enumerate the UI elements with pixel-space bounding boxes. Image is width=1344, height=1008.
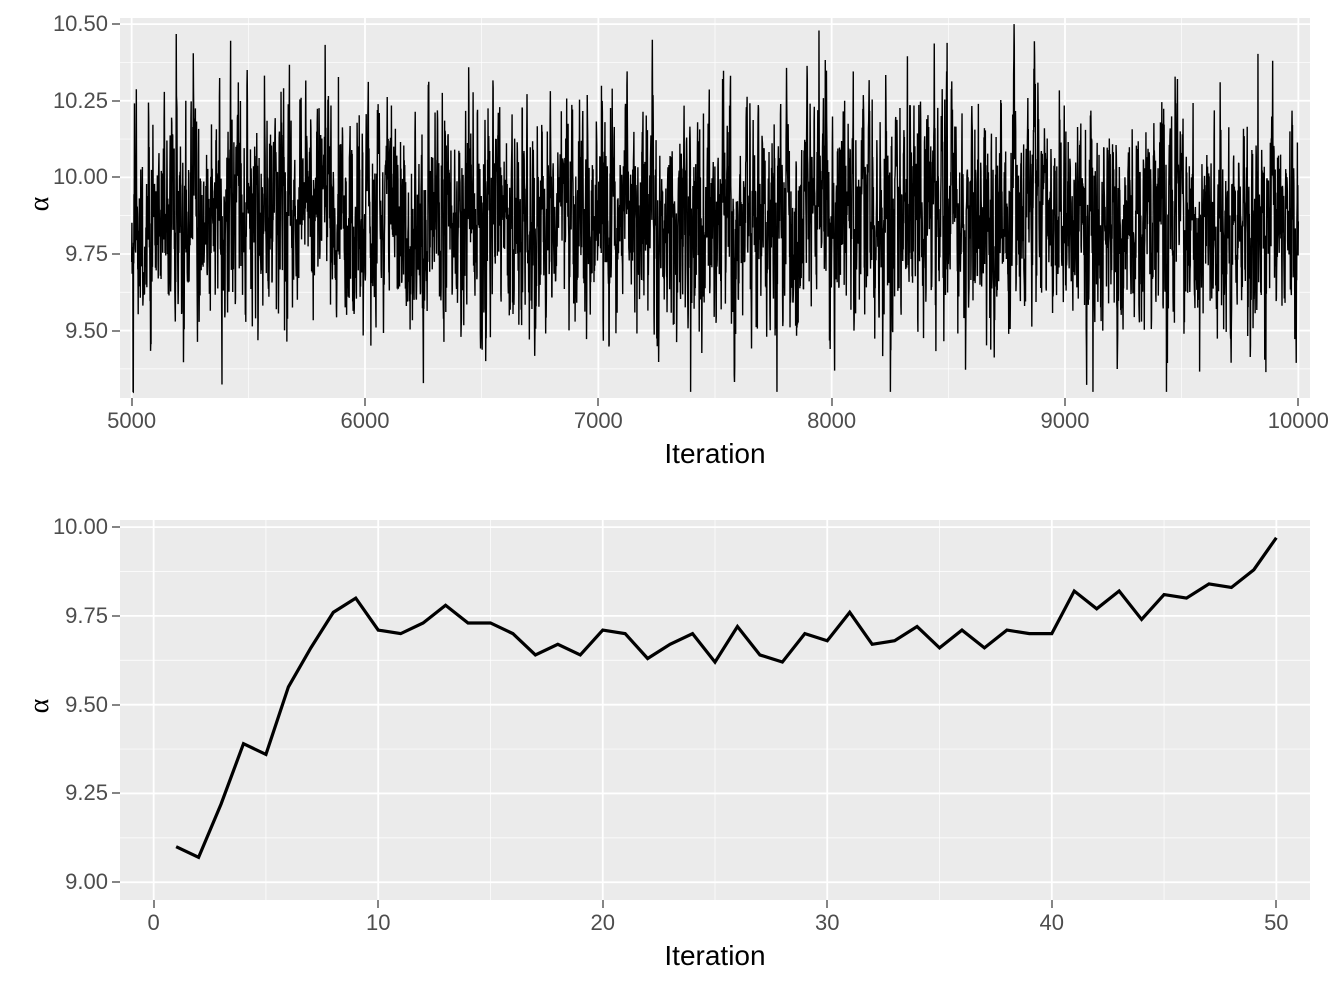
bottom-panel: α Iteration 9.00 9.25 9.50 9.75 10.00 0 10 20 30… <box>0 504 1344 1008</box>
x-tick-label: 10000 <box>1258 408 1338 434</box>
y-tick-label: 9.50 <box>65 692 108 718</box>
y-tick-label: 9.50 <box>65 318 108 344</box>
trace-line <box>176 538 1276 858</box>
y-tick-label: 9.75 <box>65 241 108 267</box>
x-tick-label: 20 <box>563 910 643 936</box>
top-plot-area <box>120 18 1310 398</box>
x-tick-label: 5000 <box>92 408 172 434</box>
y-tick-label: 10.25 <box>53 88 108 114</box>
y-tick-label: 9.00 <box>65 869 108 895</box>
x-tick-label: 0 <box>114 910 194 936</box>
y-tick-label: 10.00 <box>53 164 108 190</box>
y-tick-label: 10.00 <box>53 514 108 540</box>
y-tick-label: 9.75 <box>65 603 108 629</box>
x-tick-label: 50 <box>1236 910 1316 936</box>
top-y-axis-title: α <box>24 184 56 224</box>
x-tick-label: 7000 <box>558 408 638 434</box>
x-tick-label: 9000 <box>1025 408 1105 434</box>
plot-svg <box>120 18 1310 398</box>
bottom-plot-area <box>120 520 1310 900</box>
plot-svg <box>120 520 1310 900</box>
x-tick-label: 10 <box>338 910 418 936</box>
figure-container: α Iteration 9.50 9.75 10.00 10.25 10.50 5000 6… <box>0 0 1344 1008</box>
x-tick-label: 8000 <box>792 408 872 434</box>
bottom-x-axis-title: Iteration <box>120 940 1310 972</box>
x-tick-label: 30 <box>787 910 867 936</box>
bottom-y-axis-title: α <box>24 686 56 726</box>
x-tick-label: 40 <box>1012 910 1092 936</box>
top-x-axis-title: Iteration <box>120 438 1310 470</box>
y-tick-label: 9.25 <box>65 780 108 806</box>
y-tick-label: 10.50 <box>53 11 108 37</box>
x-tick-label: 6000 <box>325 408 405 434</box>
top-panel: α Iteration 9.50 9.75 10.00 10.25 10.50 5000 6… <box>0 0 1344 504</box>
